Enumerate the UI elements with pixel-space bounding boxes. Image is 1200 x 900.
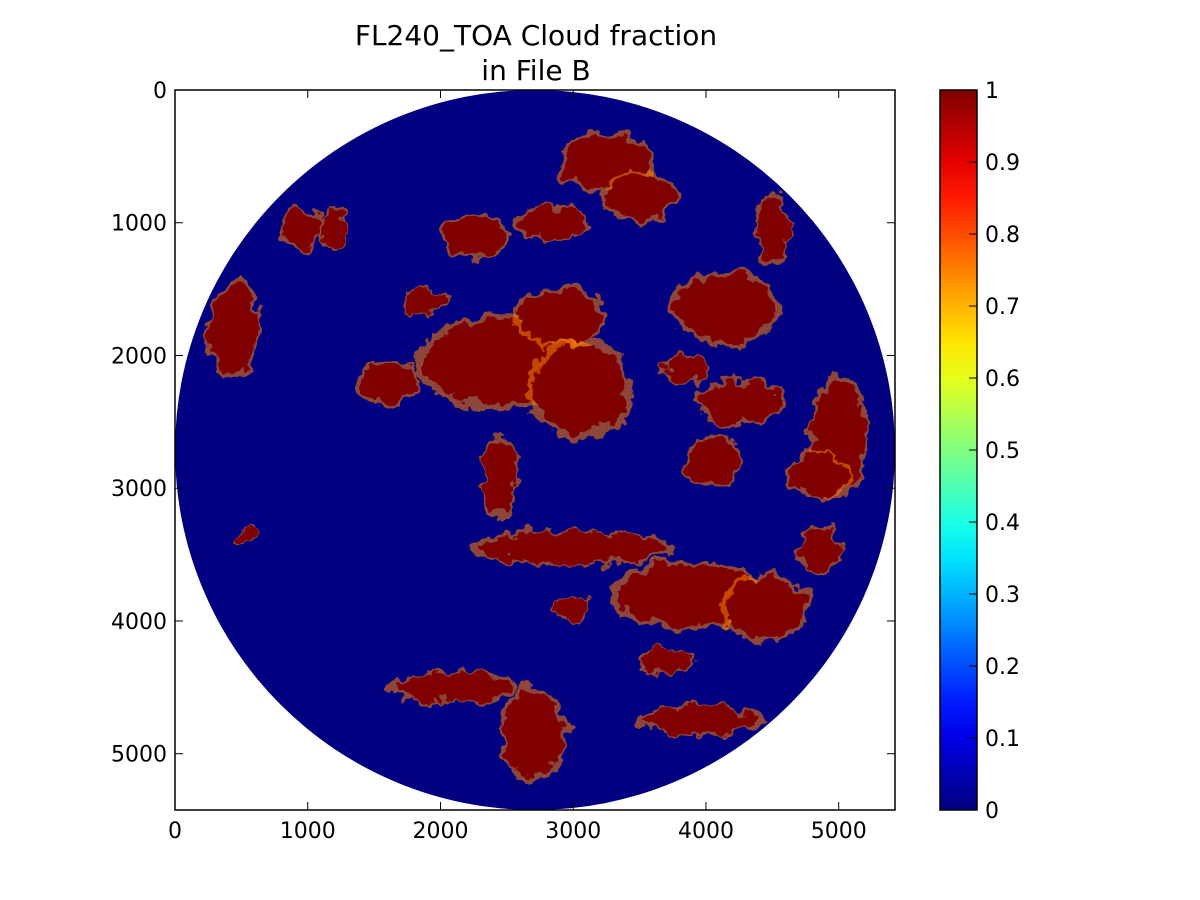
cloud-region-13	[788, 455, 850, 495]
cloud-region-27	[238, 525, 258, 544]
cloud-region-17	[322, 210, 347, 248]
cloud-region-24	[484, 437, 517, 513]
y-tick-label-3: 3000	[111, 477, 167, 502]
cloud-region-6	[605, 173, 675, 219]
y-tick-label-2: 2000	[111, 344, 167, 369]
x-tick-label-5: 5000	[811, 819, 867, 844]
colorbar-tick-label-8: 0.8	[985, 223, 1020, 248]
colorbar-tick-label-1: 0.1	[985, 727, 1020, 752]
cloud-layer	[207, 132, 869, 783]
cloud-region-7	[440, 216, 507, 256]
y-tick-label-4: 4000	[111, 610, 167, 635]
cloud-region-21	[643, 707, 756, 734]
colorbar: 0 0.1 0.2 0.3 0.4 0.5 0.6 0.7 0.8 0.9 1	[939, 79, 1020, 824]
plot-area	[174, 89, 896, 811]
x-tick-label-2: 2000	[412, 819, 468, 844]
cloud-region-15	[210, 285, 259, 373]
cloud-region-16	[282, 210, 320, 248]
x-tick-label-3: 3000	[545, 819, 601, 844]
colorbar-tick-label-10: 1	[985, 79, 999, 104]
y-tick-label-1: 1000	[111, 212, 167, 237]
cloud-region-4	[725, 577, 806, 639]
cloud-region-11	[696, 382, 782, 422]
cloud-region-1	[532, 344, 628, 433]
cloud-region-25	[405, 290, 449, 315]
cloud-region-10	[678, 275, 774, 343]
chart-title-line1: FL240_TOA Cloud fraction	[355, 19, 717, 52]
x-tick-label-4: 4000	[678, 819, 734, 844]
cloud-region-8	[518, 206, 588, 239]
cloud-region-23	[664, 352, 708, 385]
cloud-region-2	[480, 532, 667, 564]
cloud-region-22	[756, 196, 789, 263]
earth-disk	[175, 90, 895, 810]
colorbar-tick-label-6: 0.6	[985, 367, 1020, 392]
colorbar-tick-label-0: 0	[985, 799, 999, 824]
cloud-region-18	[358, 362, 417, 402]
colorbar-tick-label-5: 0.5	[985, 439, 1020, 464]
x-axis: 0 1000 2000 3000 4000 5000	[168, 90, 867, 844]
cloud-region-20	[504, 691, 563, 777]
y-tick-label-5: 5000	[111, 743, 167, 768]
chart-title-line2: in File B	[481, 54, 590, 87]
y-axis: 0 1000 2000 3000 4000 5000	[111, 79, 895, 768]
cloud-region-19	[396, 672, 511, 702]
colorbar-tick-label-3: 0.3	[985, 583, 1020, 608]
colorbar-tick-label-7: 0.7	[985, 295, 1020, 320]
colorbar-tick-label-2: 0.2	[985, 655, 1020, 680]
axes-frame	[174, 89, 896, 811]
colorbar-tick-label-9: 0.9	[985, 151, 1020, 176]
cloud-region-3	[617, 563, 756, 625]
cloud-region-29	[639, 650, 693, 672]
cloud-region-14	[686, 437, 740, 486]
y-tick-label-0: 0	[153, 79, 167, 104]
cloud-region-9	[517, 289, 603, 343]
x-tick-label-0: 0	[168, 819, 182, 844]
cloud-region-28	[557, 597, 590, 619]
x-tick-label-1: 1000	[280, 819, 336, 844]
colorbar-tick-label-4: 0.4	[985, 511, 1020, 536]
cloud-region-26	[798, 528, 839, 568]
